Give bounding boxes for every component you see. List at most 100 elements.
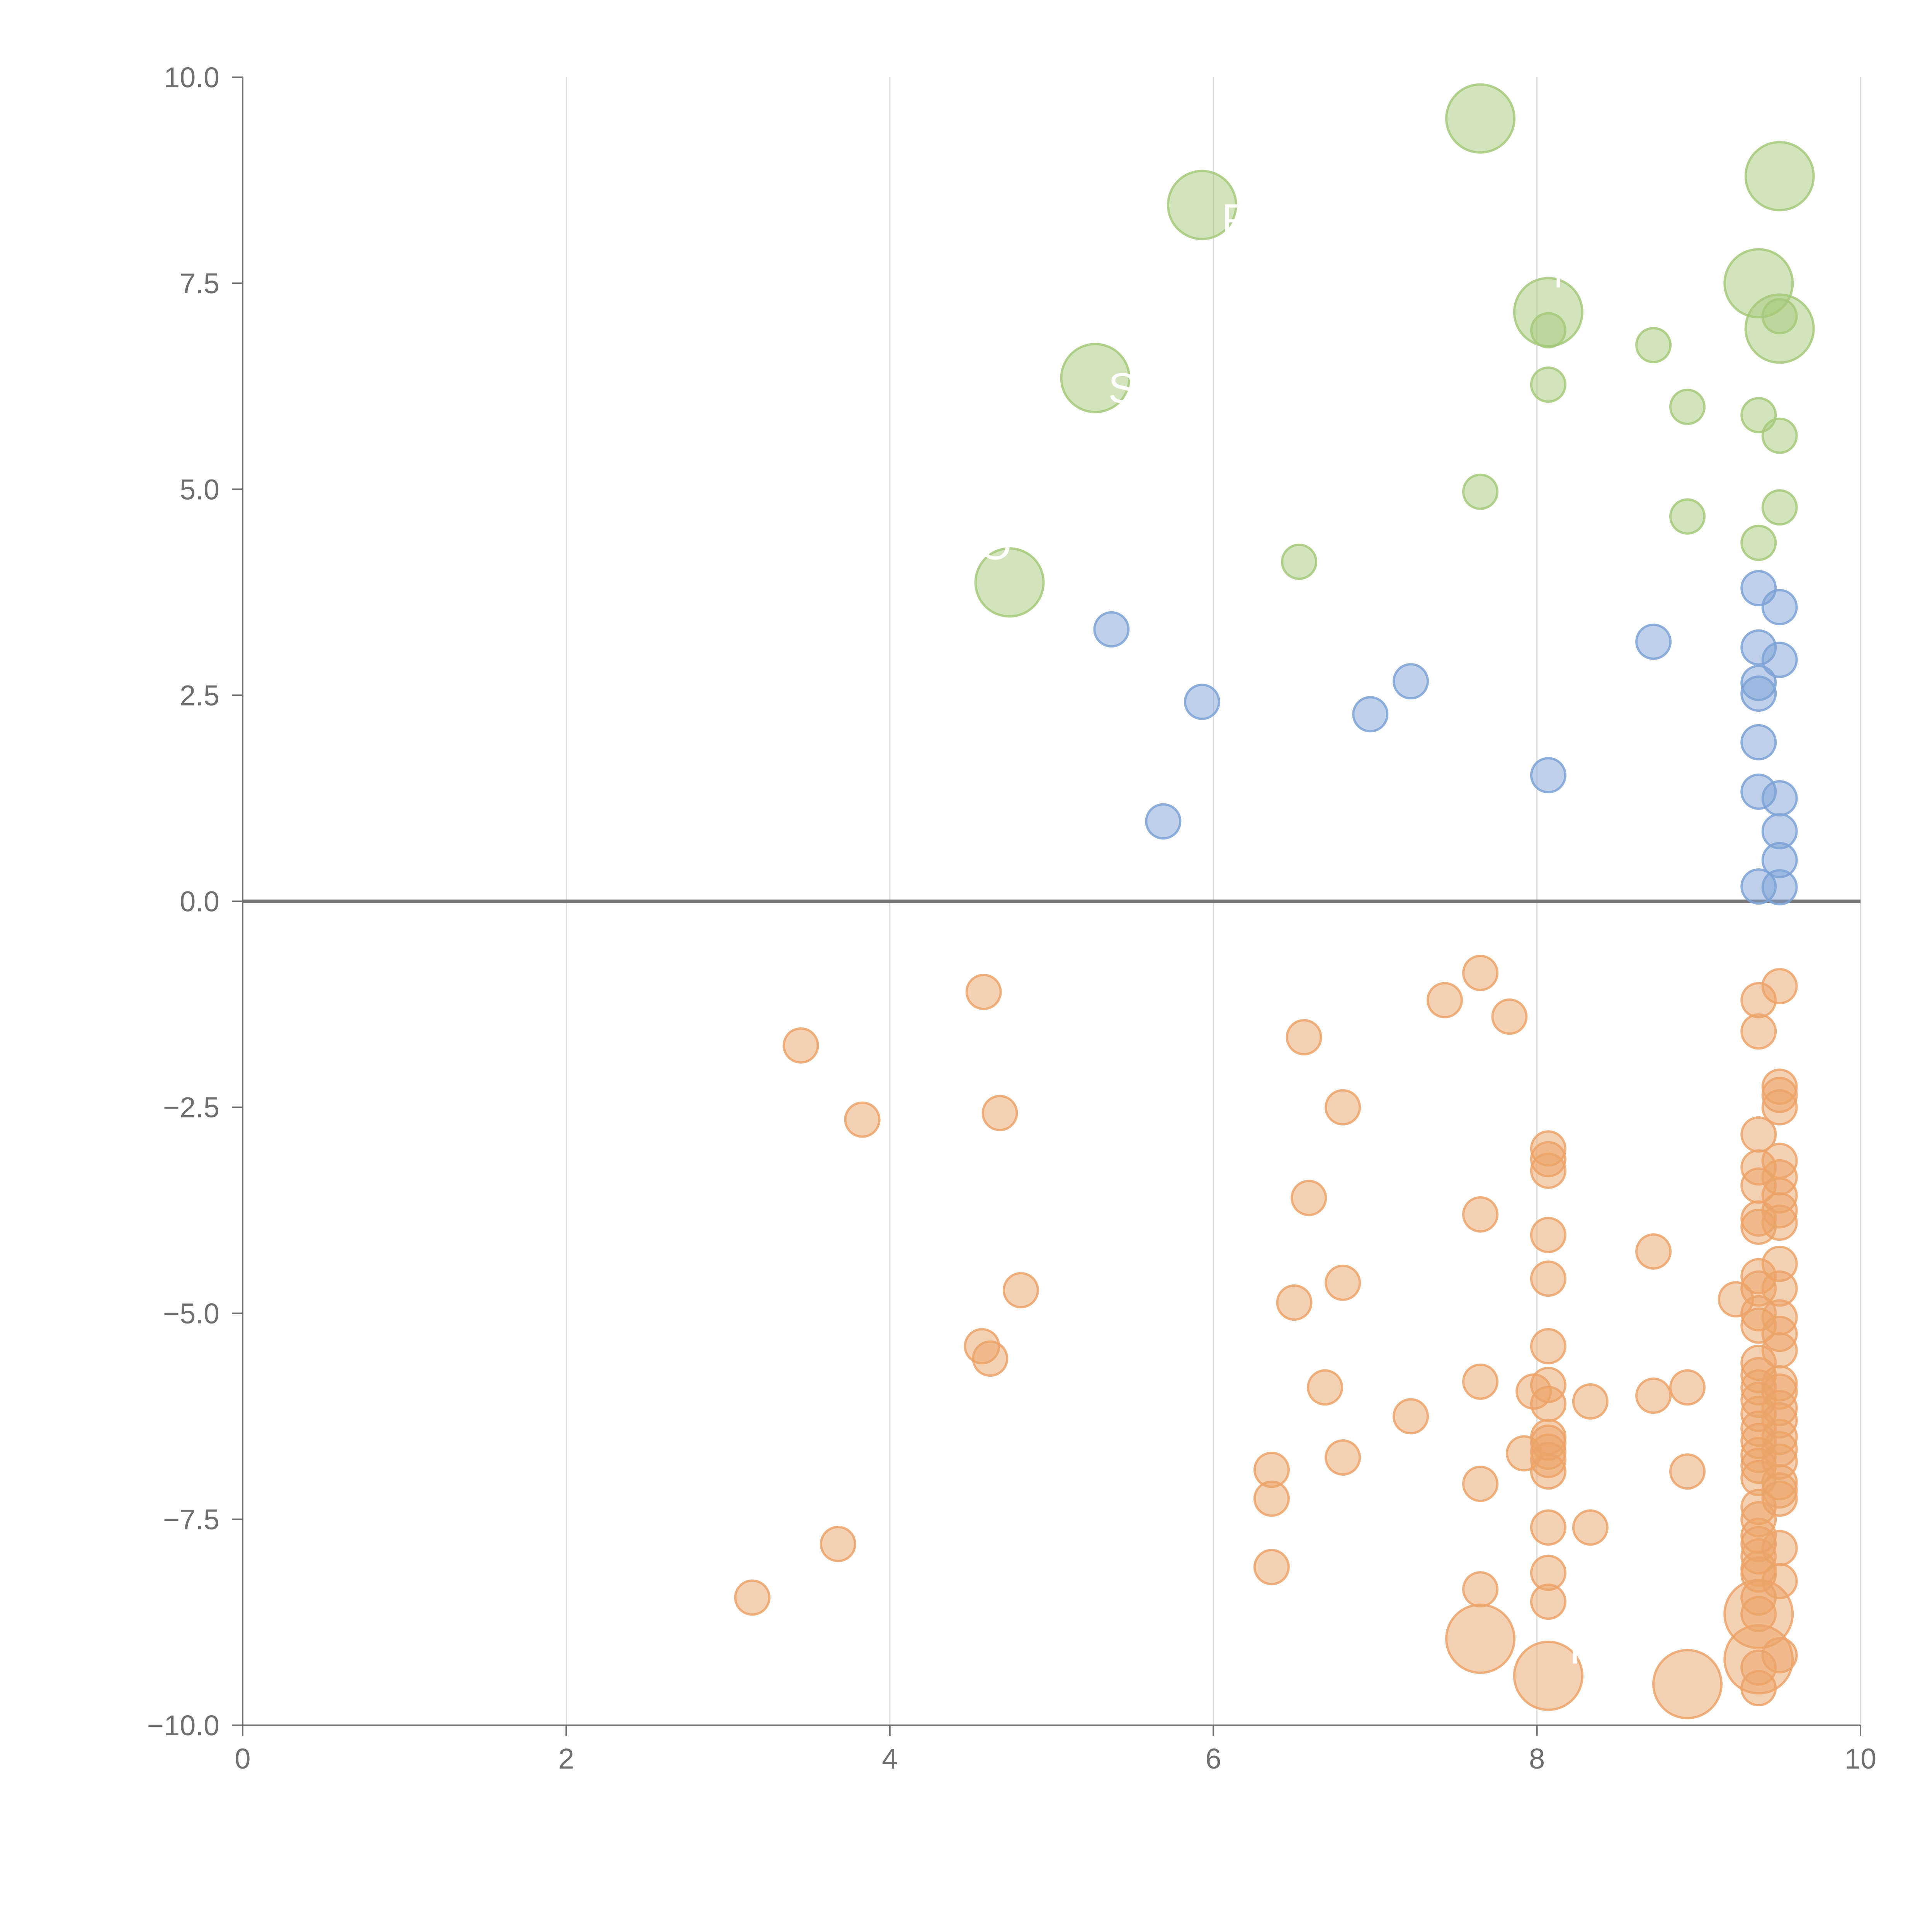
data-point-orange (1635, 1233, 1672, 1270)
data-point-blue (1761, 780, 1798, 816)
y-tick-label: −2.5 (163, 1092, 219, 1124)
axes: 0 2 4 6 8 10 10.0 7.5 5.0 2.5 0.0 −2.5 −5.0 −7.5 −10.0 (147, 61, 1876, 1775)
data-point-orange (1325, 1439, 1361, 1476)
data-point-orange (1291, 1180, 1327, 1216)
data-point-green (1761, 298, 1798, 335)
data-point-green (1530, 312, 1566, 349)
data-point-orange (1426, 982, 1463, 1019)
y-tick-label: 5.0 (180, 473, 219, 505)
annotation-label: P (1221, 196, 1250, 243)
data-point-blue (1184, 684, 1220, 720)
data-point-green (1669, 389, 1706, 425)
data-point-green (1060, 343, 1131, 413)
annotation-label: PO (1569, 1625, 1631, 1673)
data-point-orange (965, 974, 1002, 1010)
data-point-green (1744, 141, 1815, 211)
data-point-orange (1740, 1013, 1777, 1050)
data-point-orange (1740, 982, 1777, 1019)
data-point-orange (1530, 1260, 1566, 1297)
data-point-orange (1530, 1583, 1566, 1620)
annotation-label: N (1553, 249, 1583, 297)
annotation-label: O (979, 521, 1012, 569)
data-point-blue (1093, 611, 1130, 648)
data-point-orange (1462, 1571, 1499, 1608)
data-point-orange (1635, 1378, 1672, 1414)
data-point-green (1635, 327, 1672, 364)
data-point-blue (1530, 757, 1566, 794)
y-tick-label: 7.5 (180, 267, 219, 299)
data-point-orange (1761, 1089, 1798, 1126)
data-point-green (1281, 543, 1318, 580)
data-point-green (1761, 489, 1798, 526)
y-tick-label: 0.0 (180, 886, 219, 918)
y-tick-label: 10.0 (164, 61, 219, 94)
data-point-orange (1462, 1466, 1499, 1502)
data-point-blue (1740, 675, 1777, 712)
data-point-orange (820, 1526, 856, 1562)
data-point-orange (1572, 1383, 1609, 1420)
data-point-blue (1740, 724, 1777, 760)
data-point-green (1167, 170, 1237, 240)
data-point-orange (1393, 1398, 1429, 1435)
data-point-green (1669, 498, 1706, 535)
data-point-orange (1253, 1480, 1290, 1517)
data-point-orange (1530, 1509, 1566, 1546)
data-point-green (1445, 83, 1516, 154)
data-point-orange (1491, 998, 1528, 1035)
data-point-orange (844, 1101, 881, 1138)
y-tick-label: −5.0 (163, 1298, 219, 1330)
x-tick-label: 0 (235, 1743, 250, 1775)
data-point-orange (1462, 955, 1499, 992)
data-point-orange (1286, 1019, 1322, 1056)
data-point-green (1530, 366, 1566, 403)
data-point-orange (1740, 1670, 1777, 1707)
data-point-orange (1761, 1204, 1798, 1241)
data-point-orange (734, 1579, 770, 1616)
data-point-orange (1572, 1509, 1609, 1546)
data-point-green (974, 547, 1045, 618)
data-point-blue (1352, 696, 1389, 733)
data-point-orange (1652, 1649, 1723, 1719)
x-tick-label: 2 (558, 1743, 574, 1775)
data-point-blue (1393, 663, 1429, 700)
data-point-blue (1145, 803, 1182, 840)
data-point-orange (1513, 1641, 1583, 1711)
data-point-orange (1530, 1152, 1566, 1189)
data-point-orange (1669, 1369, 1706, 1406)
data-point-orange (1462, 1363, 1499, 1400)
data-point-orange (1002, 1272, 1039, 1309)
data-point-green (1462, 473, 1499, 510)
y-tick-label: −10.0 (147, 1709, 219, 1742)
data-point-orange (1276, 1284, 1313, 1321)
data-point-orange (1445, 1604, 1516, 1674)
x-tick-label: 10 (1845, 1743, 1876, 1775)
data-point-orange (1530, 1217, 1566, 1253)
data-point-orange (1530, 1328, 1566, 1365)
data-point-green (1740, 524, 1777, 561)
annotation-label: S (1108, 364, 1136, 412)
data-point-orange (1530, 1453, 1566, 1490)
x-tick-label: 8 (1529, 1743, 1545, 1775)
x-tick-label: 4 (882, 1743, 898, 1775)
data-point-green (1761, 417, 1798, 454)
data-point-blue (1761, 589, 1798, 626)
bubbles (734, 83, 1815, 1719)
data-point-blue (1761, 641, 1798, 678)
data-point-orange (1325, 1089, 1361, 1126)
y-tick-label: 2.5 (180, 679, 219, 711)
data-point-orange (981, 1095, 1018, 1131)
data-point-orange (1669, 1453, 1706, 1490)
y-tick-label: −7.5 (163, 1503, 219, 1536)
annotations: P N S O PO (979, 196, 1631, 1673)
x-tick-label: 6 (1206, 1743, 1221, 1775)
data-point-orange (1253, 1549, 1290, 1585)
data-point-orange (1325, 1264, 1361, 1301)
data-point-orange (972, 1340, 1009, 1377)
data-point-orange (782, 1027, 819, 1064)
data-point-blue (1761, 869, 1798, 906)
data-point-blue (1635, 623, 1672, 660)
data-point-orange (1530, 1386, 1566, 1422)
data-point-orange (1462, 1196, 1499, 1233)
data-point-orange (1307, 1369, 1344, 1406)
